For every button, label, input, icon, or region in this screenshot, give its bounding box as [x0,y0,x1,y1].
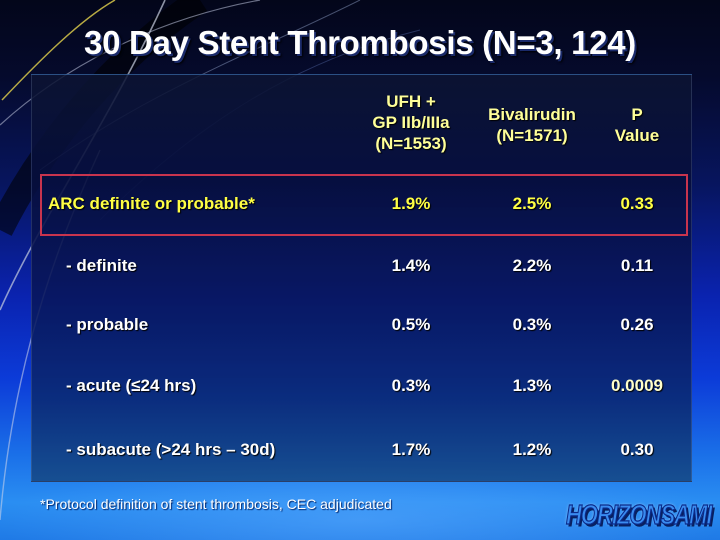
highlight-box [40,174,688,236]
cell-ufh: 1.7% [391,440,431,459]
header-line: (N=1571) [496,126,568,145]
cell-p-value: 0.11 [620,256,654,275]
cell-bivalirudin: 2.5% [512,194,552,213]
column-header-ufh: UFH + GP IIb/IIIa (N=1553) [352,91,470,154]
table-row-probable: - probable 0.5% 0.3% 0.26 [0,315,720,339]
header-line: UFH + [386,92,436,111]
cell-bivalirudin: 2.2% [512,256,552,275]
cell-ufh: 1.4% [391,256,431,275]
column-header-p-value: P Value [594,104,680,146]
header-line: GP IIb/IIIa [372,113,450,132]
table-row-arc-definite-or-probable: ARC definite or probable* 1.9% 2.5% 0.33 [0,194,720,218]
cell-p-value: 0.33 [620,194,654,213]
cell-bivalirudin: 0.3% [512,315,552,334]
header-line: Bivalirudin [488,105,576,124]
header-line: (N=1553) [375,134,447,153]
horizons-ami-logo: HORIZONSAMI [566,498,713,531]
table-row-definite: - definite 1.4% 2.2% 0.11 [0,256,720,280]
table-panel [31,74,692,482]
cell-bivalirudin: 1.3% [512,376,552,395]
cell-ufh: 1.9% [391,194,431,213]
row-label: - subacute (>24 hrs – 30d) [66,440,276,459]
cell-bivalirudin: 1.2% [512,440,552,459]
cell-p-value: 0.30 [620,440,654,459]
table-row-subacute: - subacute (>24 hrs – 30d) 1.7% 1.2% 0.3… [0,440,720,464]
header-line: Value [614,126,660,145]
row-label: ARC definite or probable* [48,194,255,213]
row-label: - probable [66,315,149,334]
row-label: - definite [66,256,137,275]
slide-title: 30 Day Stent Thrombosis (N=3, 124) [84,24,636,61]
footnote: *Protocol definition of stent thrombosis… [40,496,392,512]
cell-p-value: 0.26 [620,315,654,334]
header-line: P [631,105,643,124]
column-header-bivalirudin: Bivalirudin (N=1571) [470,104,594,146]
cell-p-value-significant: 0.0009 [611,376,663,395]
cell-ufh: 0.3% [391,376,431,395]
table-row-acute: - acute (≤24 hrs) 0.3% 1.3% 0.0009 [0,376,720,400]
row-label: - acute (≤24 hrs) [66,376,197,395]
cell-ufh: 0.5% [391,315,431,334]
